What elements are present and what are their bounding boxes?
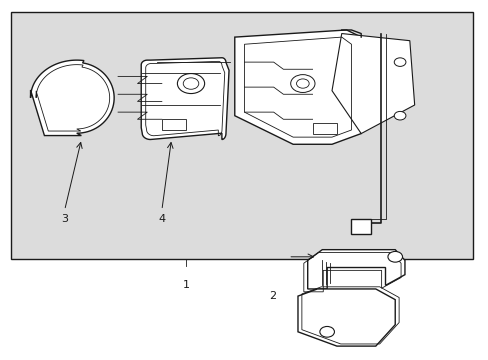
Circle shape bbox=[387, 251, 402, 262]
Text: 1: 1 bbox=[183, 280, 189, 290]
Polygon shape bbox=[234, 30, 361, 144]
Circle shape bbox=[393, 58, 405, 66]
Polygon shape bbox=[312, 123, 336, 134]
Polygon shape bbox=[297, 289, 394, 346]
Text: 2: 2 bbox=[268, 291, 276, 301]
Bar bbox=[351, 219, 370, 234]
Polygon shape bbox=[141, 58, 228, 139]
Circle shape bbox=[183, 78, 199, 89]
Circle shape bbox=[296, 79, 308, 88]
Circle shape bbox=[177, 73, 204, 94]
Circle shape bbox=[319, 327, 334, 337]
FancyBboxPatch shape bbox=[11, 12, 472, 258]
Text: 3: 3 bbox=[61, 214, 68, 224]
Polygon shape bbox=[307, 249, 404, 289]
Polygon shape bbox=[331, 33, 414, 134]
Circle shape bbox=[393, 111, 405, 120]
Text: 4: 4 bbox=[158, 214, 165, 224]
Polygon shape bbox=[30, 60, 114, 136]
Circle shape bbox=[290, 75, 314, 93]
Polygon shape bbox=[162, 119, 186, 130]
